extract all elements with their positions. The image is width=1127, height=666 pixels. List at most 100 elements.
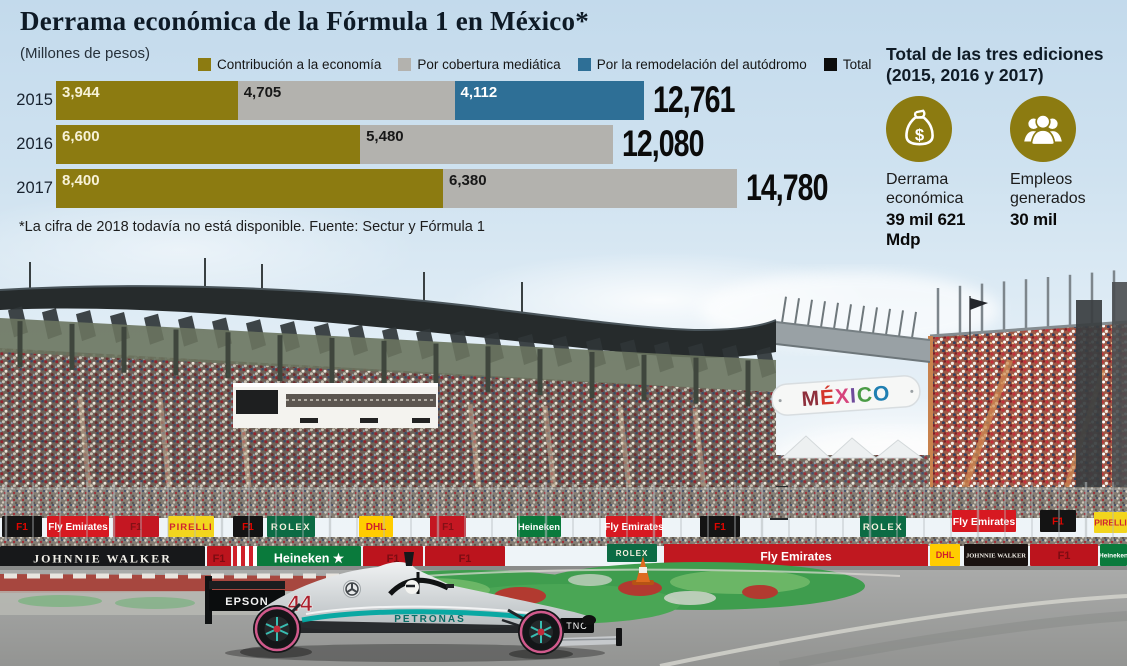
stadium-roof (0, 258, 777, 407)
banner-label: ROLEX (271, 522, 311, 533)
banner-label: Heineken (518, 522, 560, 533)
halo (388, 577, 450, 596)
year-label: 2017 (16, 179, 53, 197)
banner-label: PIRELLI (169, 522, 212, 533)
banner-label: F1 (387, 553, 400, 565)
airbox-camera (404, 552, 414, 566)
banner-label: Fly Emirates (604, 522, 664, 533)
banner-label: F1 (16, 522, 28, 533)
legend-swatch (398, 58, 412, 71)
banner-heineken-: Heineken ★ (257, 546, 361, 570)
sidepod-label: PETRONAS (394, 614, 466, 625)
bar-segment: 4,112 (454, 81, 644, 120)
mexico-banner: MÉXICO (771, 375, 921, 416)
banner-label: F1 (242, 522, 254, 533)
stat-label: Empleos generados (1010, 171, 1086, 207)
banner-dhl: DHL (930, 544, 960, 566)
banner-f1: F1 (2, 516, 42, 537)
year-label: 2016 (16, 135, 53, 153)
banner-label: F1 (130, 522, 142, 533)
bar-segment: 4,705 (237, 81, 455, 120)
stat-value: 39 mil 621 Mdp (886, 210, 966, 250)
banner-dhl: DHL (359, 516, 393, 537)
mercedes-star-icon (343, 580, 361, 598)
bar-row-2016: 2016 6,600 5,480 12,080 (0, 124, 832, 164)
banner-label: F1 (213, 553, 226, 565)
truss-bridge (775, 296, 931, 363)
money-bag-icon: $ (886, 96, 952, 163)
stat-label: Derrama económica (886, 171, 964, 207)
banner-f1: F1 (113, 516, 159, 537)
catch-fence (4, 482, 1114, 541)
rear-wing-endplate (205, 576, 212, 624)
banner-label: Fly Emirates (48, 522, 108, 533)
lower-crowd (0, 487, 1127, 518)
banner-f1: F1 (430, 516, 466, 537)
banner-fly-emirates: Fly Emirates (952, 510, 1016, 532)
banner-fly-emirates: Fly Emirates (47, 516, 109, 537)
banner-label: JOHNNIE WALKER (33, 551, 172, 565)
legend-item-0: Contribución a la economía (198, 57, 381, 72)
banner-heineken: Heineken (1099, 544, 1127, 566)
stat-value: 30 mil (1010, 210, 1057, 230)
bar-segment: 3,944 (56, 81, 238, 120)
black-flag (970, 298, 988, 310)
banner-f1: F1 (1040, 510, 1076, 532)
people-icon (1010, 96, 1076, 163)
banner-pirelli: PIRELLI (1094, 512, 1127, 533)
sponsor-banners-fence: F1 Fly Emirates F1 PIRELLI F1 ROLEX DHL F1 Heine… (2, 510, 1127, 537)
bar-segment: 6,380 (443, 169, 737, 208)
crowd-strip (0, 537, 1127, 546)
legend-label: Total (842, 57, 872, 72)
banner-heineken: Heineken (517, 516, 561, 537)
bar-total: 12,761 (652, 79, 735, 121)
white-tents (780, 435, 924, 459)
banner-label: DHL (366, 522, 387, 533)
banner-pirelli: PIRELLI (168, 516, 214, 537)
banner-label: DHL (936, 550, 955, 560)
sidebar-title-line2: (2015, 2016 y 2017) (886, 64, 1044, 85)
legend-swatch (823, 58, 837, 71)
banner-label: PIRELLI (1094, 518, 1127, 528)
legend-item-3: Total (823, 57, 872, 72)
banner-f1: F1 (233, 516, 263, 537)
banner-rolex: ROLEX (860, 516, 906, 537)
legend-item-2: Por la remodelación del autódromo (577, 57, 807, 72)
banner-label: Fly Emirates (953, 516, 1016, 528)
banner-label: Heineken ★ (274, 552, 345, 566)
banner-johnnie-walker: JOHNNIE WALKER (0, 546, 205, 570)
banner-f1: F1 (207, 546, 231, 570)
sidebar-title: Total de las tres ediciones (2015, 2016 … (886, 44, 1124, 85)
source-footnote: *La cifra de 2018 todavía no está dispon… (19, 219, 485, 235)
banner-johnnie-walker: JOHNNIE WALKER (964, 544, 1028, 566)
legend-label: Por cobertura mediática (417, 57, 561, 72)
page-title: Derrama económica de la Fórmula 1 en Méx… (20, 6, 589, 36)
legend-swatch (577, 58, 591, 71)
rear-wheel (253, 605, 301, 653)
bar-segment: 8,400 (56, 169, 444, 208)
banner-label: Fly Emirates (760, 549, 832, 563)
traffic-cone (632, 556, 654, 585)
front-label: TNC (566, 621, 588, 631)
totals-sidebar: Total de las tres ediciones (2015, 2016 … (886, 44, 1124, 250)
front-wheel (518, 609, 564, 655)
banner-rolex: ROLEX (267, 516, 315, 537)
year-label: 2015 (16, 91, 53, 109)
scaffold-tower (1076, 300, 1102, 515)
rear-wing-label: EPSON (225, 596, 269, 608)
legend-swatch (198, 58, 211, 71)
video-screen (236, 390, 278, 414)
stat-derrama: $ Derrama económica 39 mil 621 Mdp (886, 96, 1000, 250)
vip-building (233, 383, 438, 428)
sidebar-stats: $ Derrama económica 39 mil 621 Mdp (886, 96, 1124, 250)
banner-fly-emirates: Fly Emirates (664, 544, 928, 568)
banner-label: F1 (1052, 517, 1064, 528)
stadium-photo: D (0, 258, 1127, 666)
f1-car: EPSON 44 PETRONAS (205, 552, 622, 662)
banner-label: F1 (714, 522, 726, 533)
banner-label: F1 (459, 553, 472, 565)
legend-item-1: Por cobertura mediática (398, 57, 561, 72)
bar-total: 14,780 (745, 167, 828, 209)
banner-rolex: ROLEX (607, 544, 657, 562)
